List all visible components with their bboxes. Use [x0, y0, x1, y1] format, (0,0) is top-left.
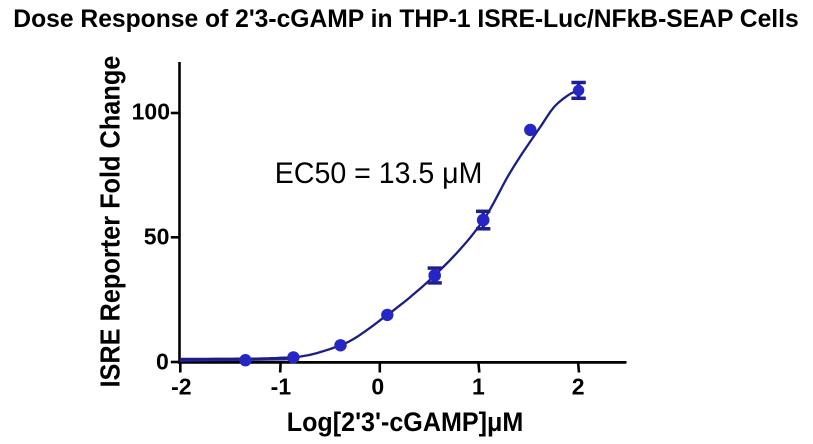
svg-text:-1: -1	[271, 374, 292, 400]
svg-text:Dose Response of 2'3-cGAMP in: Dose Response of 2'3-cGAMP in THP-1 ISRE…	[13, 6, 798, 33]
svg-text:50: 50	[144, 223, 170, 249]
svg-text:EC50 = 13.5 μM: EC50 = 13.5 μM	[275, 157, 483, 191]
svg-text:100: 100	[132, 98, 170, 124]
svg-text:ISRE Reporter Fold Change: ISRE Reporter Fold Change	[95, 56, 126, 388]
svg-text:0: 0	[371, 374, 384, 400]
svg-text:-2: -2	[171, 374, 191, 400]
svg-text:2: 2	[572, 374, 585, 400]
svg-text:0: 0	[156, 348, 169, 374]
svg-text:Log[2'3'-cGAMP]μM: Log[2'3'-cGAMP]μM	[287, 406, 523, 437]
svg-text:1: 1	[472, 374, 485, 400]
